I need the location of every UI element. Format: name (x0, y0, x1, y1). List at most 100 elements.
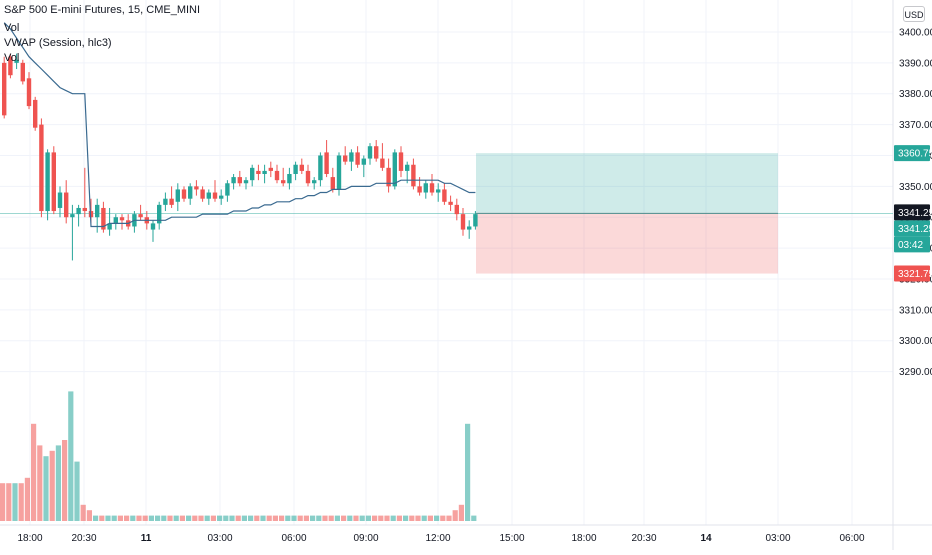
time-tick-label: 06:00 (281, 533, 306, 544)
volume-bar (260, 515, 266, 521)
candle-body (188, 186, 193, 199)
candle-body (287, 174, 292, 184)
volume-bar (372, 515, 378, 521)
volume-bar (452, 510, 458, 521)
volume-bar (99, 515, 105, 521)
candle-body (225, 183, 230, 196)
candle-body (442, 189, 447, 202)
candle-body (250, 167, 255, 181)
volume-bar (80, 504, 86, 521)
price-tick-label: 3300.00 (899, 336, 932, 347)
candle-body (448, 201, 453, 205)
candle-body (349, 152, 354, 162)
time-tick-label: 12:00 (425, 533, 450, 544)
volume-bar (6, 483, 12, 521)
candle-body (150, 223, 156, 230)
candle-body (429, 183, 435, 193)
entry-price-tag-bg (894, 204, 930, 221)
candle-body (436, 189, 441, 193)
chart-title: S&P 500 E-mini Futures, 15, CME_MINI (4, 4, 201, 16)
volume-bar (359, 515, 365, 521)
volume-bar (266, 515, 272, 521)
volume-bar (55, 445, 61, 521)
time-tick-label: 14 (700, 533, 712, 544)
volume-bar (434, 515, 440, 521)
candle-body (212, 192, 218, 199)
candle-body (39, 124, 44, 212)
volume-bar (31, 423, 37, 521)
indicator-vwap-label[interactable]: VWAP (Session, hlc3) (4, 37, 112, 49)
time-tick-label: 03:00 (207, 533, 232, 544)
volume-bar (390, 515, 396, 521)
candle-body (305, 170, 311, 184)
candle-body (454, 204, 459, 215)
candle-body (51, 152, 56, 212)
time-tick-label: 09:00 (353, 533, 378, 544)
volume-bar (155, 515, 161, 521)
candle-body (299, 164, 304, 171)
candle-body (101, 207, 106, 230)
time-tick-label: 03:00 (765, 533, 790, 544)
volume-bar (49, 450, 55, 521)
volume-bar (86, 510, 92, 521)
candle-body (169, 198, 174, 205)
candle-body (26, 78, 32, 107)
candle-body (374, 146, 379, 159)
volume-bar (446, 515, 452, 521)
countdown-tag-label: 03:42 (898, 240, 923, 251)
time-tick-label: 18:00 (17, 533, 42, 544)
stop-price-tag: 3321.75 (894, 265, 932, 282)
price-tick-label: 3310.00 (899, 305, 932, 316)
volume-bar (310, 515, 316, 521)
candle-body (398, 152, 404, 171)
candle-body (181, 189, 187, 199)
volume-bar (396, 515, 402, 521)
candle-body (361, 158, 366, 165)
candle-body (423, 183, 428, 193)
candle-body (405, 164, 410, 171)
candle-body (206, 192, 211, 199)
candle-body (336, 155, 342, 190)
target-price-tag-label: 3360.75 (898, 149, 932, 160)
indicator-vol-label[interactable]: Vol (4, 22, 20, 34)
candle-body (119, 217, 125, 221)
candle-body (417, 186, 422, 193)
candle-body (57, 192, 63, 208)
candle-body (95, 204, 100, 218)
volume-bar (440, 515, 446, 521)
volume-bar (37, 445, 43, 521)
candle-body (70, 214, 75, 218)
countdown-tag-bg (894, 236, 930, 253)
candle-body (231, 177, 236, 184)
volume-bar (415, 515, 421, 521)
price-tick-label: 3370.00 (899, 120, 932, 131)
price-tick-label: 3380.00 (899, 89, 932, 100)
currency-button[interactable]: USD (903, 6, 925, 22)
volume-bar (223, 515, 229, 521)
volume-bar (124, 515, 130, 521)
volume-bar (334, 515, 340, 521)
time-tick-label: 15:00 (499, 533, 524, 544)
price-tick-label: 3290.00 (899, 367, 932, 378)
entry-price-tag-label: 3341.25 (898, 208, 932, 219)
volume-bar (353, 515, 359, 521)
candle-body (467, 226, 472, 230)
volume-bar (421, 515, 427, 521)
candle-body (256, 170, 261, 175)
volume-bar (12, 483, 18, 521)
volume-bar (458, 504, 464, 521)
volume-bar (18, 483, 24, 521)
volume-bar (210, 515, 216, 521)
stop-price-tag-bg (894, 265, 930, 282)
target-price-tag: 3360.75 (894, 145, 932, 162)
volume-bar (285, 515, 291, 521)
volume-bar (279, 515, 285, 521)
candle-body (20, 62, 25, 82)
volume-bar (186, 515, 192, 521)
volume-series (0, 391, 477, 521)
volume-bar (316, 515, 322, 521)
volume-bar (198, 515, 204, 521)
indicator-vol2-label[interactable]: Vol (4, 52, 20, 64)
